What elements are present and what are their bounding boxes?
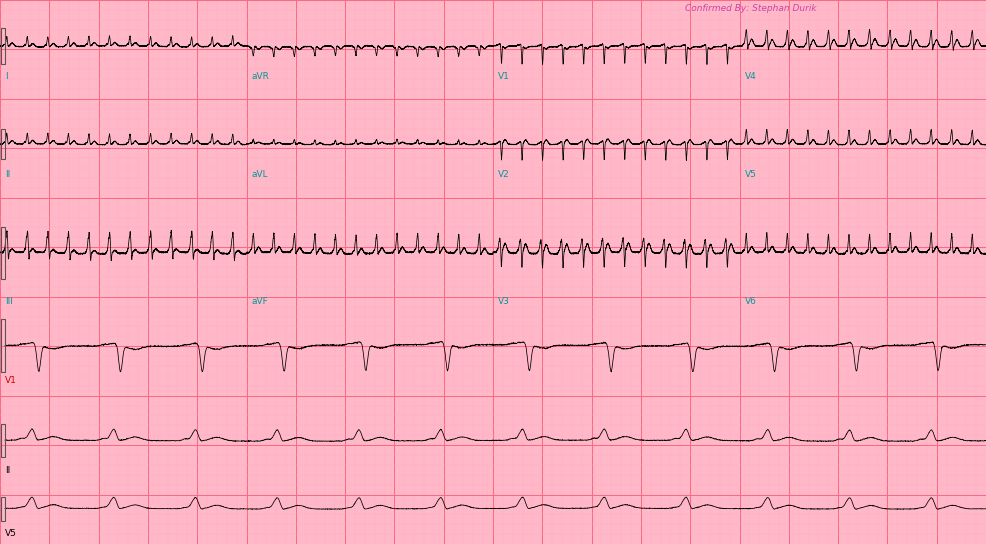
- Text: II: II: [5, 170, 10, 178]
- Text: V5: V5: [5, 529, 17, 537]
- Text: V5: V5: [744, 170, 756, 178]
- Text: aVF: aVF: [251, 298, 268, 306]
- Text: V4: V4: [744, 72, 756, 81]
- Text: V1: V1: [498, 72, 510, 81]
- Text: aVL: aVL: [251, 170, 268, 178]
- Text: V3: V3: [498, 298, 510, 306]
- Text: V2: V2: [498, 170, 510, 178]
- Text: Confirmed By: Stephan Durik: Confirmed By: Stephan Durik: [685, 4, 816, 13]
- Text: II: II: [5, 466, 10, 475]
- Text: aVR: aVR: [251, 72, 269, 81]
- Text: V1: V1: [5, 376, 17, 385]
- Text: III: III: [5, 298, 13, 306]
- Text: I: I: [5, 72, 8, 81]
- Text: V6: V6: [744, 298, 756, 306]
